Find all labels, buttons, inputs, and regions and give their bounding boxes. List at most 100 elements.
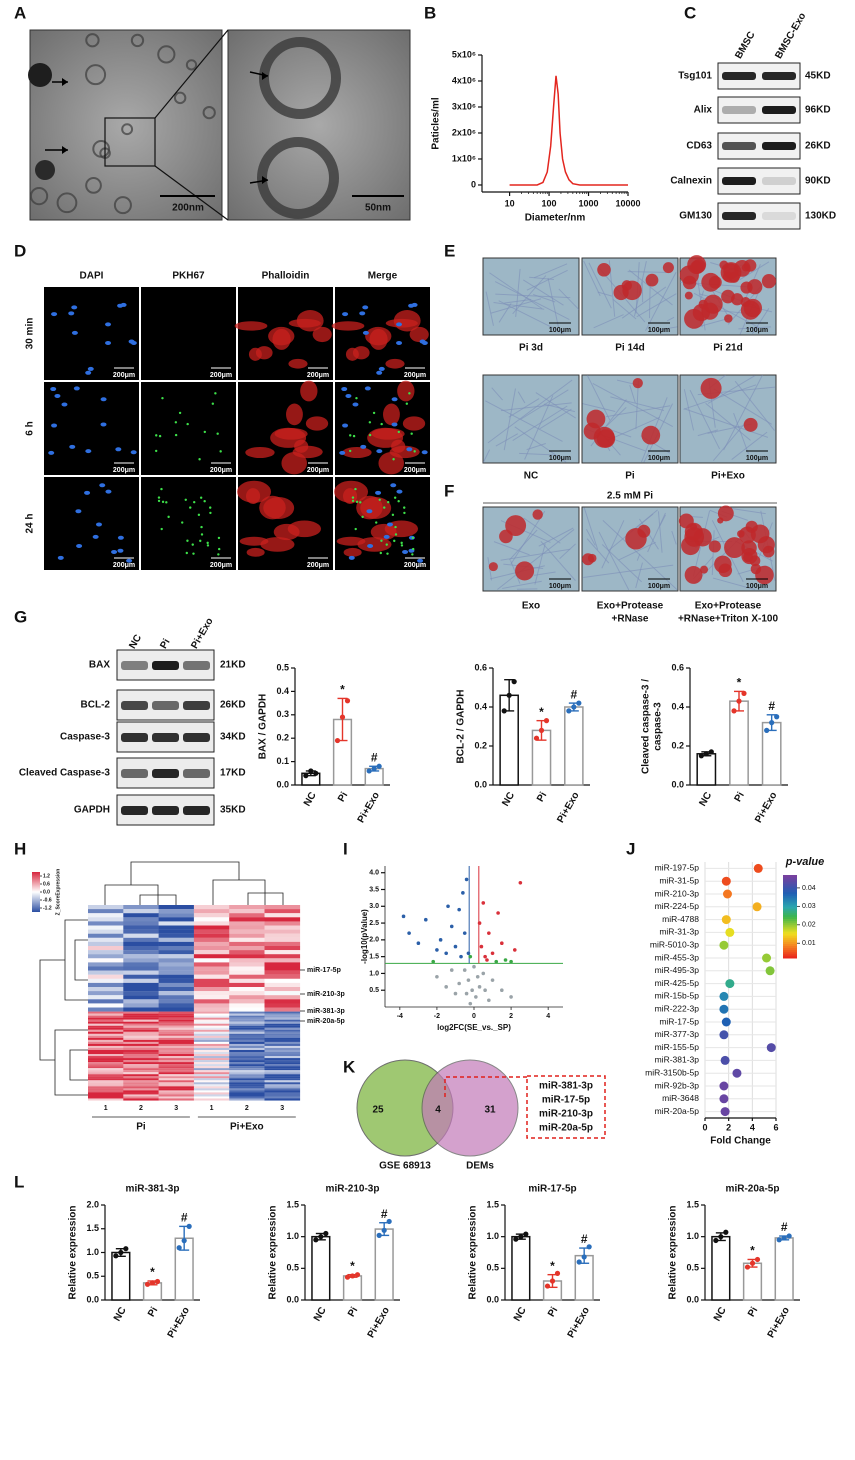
actin — [409, 326, 429, 343]
data-point — [586, 1244, 592, 1250]
column-label: NC — [127, 633, 144, 651]
heatmap-cell — [158, 982, 195, 988]
heatmap-cell — [264, 1027, 301, 1030]
heatmap-cell — [264, 909, 301, 914]
heatmap-cell — [264, 974, 301, 979]
exosome — [157, 496, 161, 499]
exosome — [206, 541, 209, 545]
significance: * — [150, 1265, 155, 1279]
heatmap-cell — [193, 1088, 230, 1091]
heatmap-cell — [193, 905, 230, 910]
heatmap-cell — [193, 962, 230, 967]
volcano-point — [500, 988, 504, 993]
calcium-nodule — [587, 553, 597, 563]
exosome — [160, 487, 163, 491]
heatmap-cell — [158, 1074, 195, 1077]
nucleus — [54, 393, 61, 398]
exosome — [203, 430, 207, 434]
y-tick-label: 0.6 — [671, 662, 684, 672]
exosome — [161, 396, 164, 400]
nucleus — [85, 370, 92, 375]
significance: # — [768, 699, 775, 713]
actin — [288, 358, 308, 369]
volcano-point — [466, 951, 471, 956]
vesicle — [35, 160, 55, 180]
heatmap-cell — [264, 1025, 301, 1028]
data-point — [518, 1234, 524, 1240]
actin — [383, 403, 400, 426]
heatmap-cell — [158, 1094, 195, 1097]
vesicle — [130, 33, 145, 48]
colorbar-step — [783, 897, 797, 901]
data-point — [381, 1227, 387, 1233]
actin — [356, 495, 383, 520]
heatmap-cell — [88, 1058, 124, 1061]
colorbar-step — [783, 899, 797, 903]
data-point — [376, 1232, 382, 1238]
dendrogram — [69, 1049, 88, 1081]
calcium-nodule — [505, 515, 527, 536]
calcium-nodule — [743, 417, 758, 432]
column-label: 2 — [245, 1105, 249, 1112]
caption: NC — [524, 471, 538, 482]
heatmap-cell — [193, 1019, 230, 1022]
exosome — [354, 527, 357, 531]
heatmap-cell — [264, 1054, 301, 1057]
panel-letter: H — [14, 839, 26, 858]
heatmap-cell — [229, 1088, 265, 1091]
exosome — [391, 513, 395, 517]
cell-texture — [693, 292, 760, 328]
heatmap-cell — [123, 937, 159, 942]
colorbar-step — [783, 910, 797, 913]
heatmap-cell — [123, 1090, 159, 1093]
heatmap-cell — [193, 1003, 230, 1008]
heatmap-cell — [88, 1021, 124, 1024]
heatmap-cell — [229, 974, 265, 979]
scale-label: 200μm — [113, 372, 135, 379]
exosome — [203, 499, 206, 503]
nucleus — [396, 322, 403, 327]
heatmap-cell — [193, 1023, 230, 1026]
x-tick-label: Pi — [346, 1305, 360, 1319]
actin — [259, 495, 286, 520]
heatmap-cell — [88, 1066, 124, 1069]
exosome — [181, 521, 184, 524]
exosome — [199, 539, 202, 543]
heatmap-cell — [158, 929, 195, 934]
y-tick-label: miR-224-5p — [655, 901, 700, 911]
volcano-point — [416, 941, 421, 946]
cell-texture — [689, 389, 721, 450]
colorbar-step — [783, 931, 797, 934]
arrow-head — [62, 146, 68, 154]
heatmap-cell — [264, 1039, 301, 1042]
actin — [385, 318, 418, 328]
y-tick-label: 0.5 — [369, 987, 379, 994]
heatmap-cell — [123, 1072, 159, 1075]
bar — [696, 753, 717, 786]
data-point — [313, 770, 319, 776]
heatmap-cell — [264, 1041, 301, 1044]
volcano-point — [453, 944, 458, 949]
column-label: 3 — [174, 1105, 178, 1112]
heatmap-cell — [158, 1056, 195, 1059]
scale-label: 200μm — [404, 562, 426, 569]
heatmap-cell — [88, 954, 124, 959]
y-tick-label: miR-15b-5p — [655, 991, 700, 1001]
heatmap-cell — [264, 1049, 301, 1053]
cell-texture — [723, 374, 763, 451]
heatmap-cell — [158, 1088, 195, 1091]
calcium-nodule — [720, 262, 742, 283]
vesicle — [85, 64, 107, 86]
heatmap-cell — [158, 1092, 195, 1095]
y-tick-label: 0 — [471, 179, 476, 189]
heatmap-cell — [158, 1054, 195, 1057]
heatmap-cell — [88, 1007, 124, 1012]
blot-band — [121, 769, 148, 778]
heatmap-cell — [193, 958, 230, 963]
heatmap-cell — [158, 1045, 195, 1049]
heatmap-cell — [229, 1047, 265, 1051]
heatmap-cell — [123, 974, 159, 979]
heatmap-cell — [123, 1088, 159, 1091]
blot-band — [183, 733, 210, 742]
heatmap-cell — [88, 1078, 124, 1081]
